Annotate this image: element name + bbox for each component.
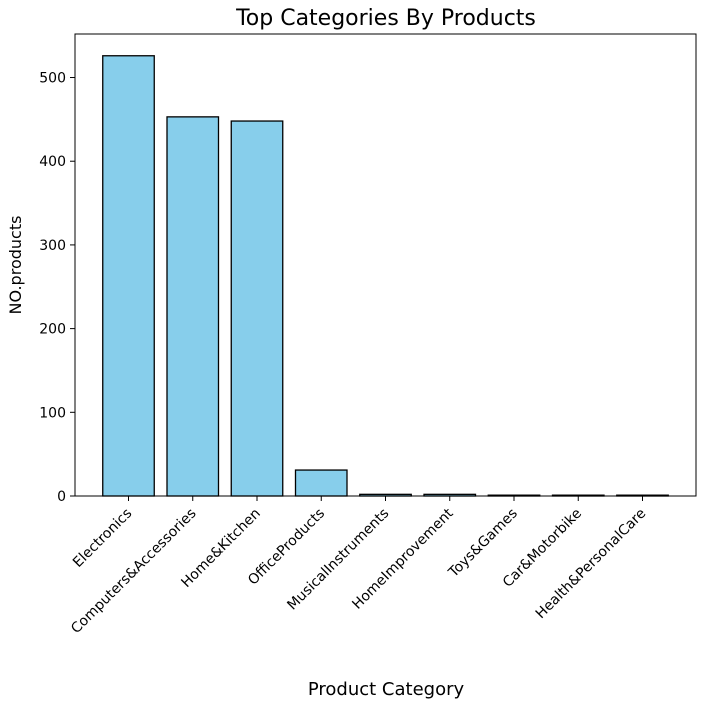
plot-frame (74, 33, 697, 497)
bar-officeproducts (294, 469, 348, 497)
bars-group (102, 55, 669, 497)
y-tick-label: 400 (39, 154, 66, 170)
x-tick-label: Health&PersonalCare (533, 506, 650, 623)
y-axis-label: NO.products (6, 216, 25, 315)
bar-computers-accessories (166, 116, 220, 497)
y-tick-label: 0 (57, 489, 66, 505)
x-axis-ticks: ElectronicsComputers&AccessoriesHome&Kit… (68, 496, 649, 637)
bar-electronics (102, 55, 155, 497)
y-tick-label: 100 (39, 405, 66, 421)
y-tick-label: 300 (39, 238, 66, 254)
bar-home-kitchen (230, 120, 284, 497)
x-tick-label: Computers&Accessories (68, 506, 199, 637)
y-tick-label: 200 (39, 322, 66, 338)
x-tick-label: Electronics (70, 506, 135, 571)
chart-title: Top Categories By Products (235, 6, 536, 31)
y-tick-label: 500 (39, 71, 66, 87)
y-axis-ticks: 0 100 200 300 400 500 (39, 71, 75, 505)
x-axis-label: Product Category (308, 679, 465, 700)
